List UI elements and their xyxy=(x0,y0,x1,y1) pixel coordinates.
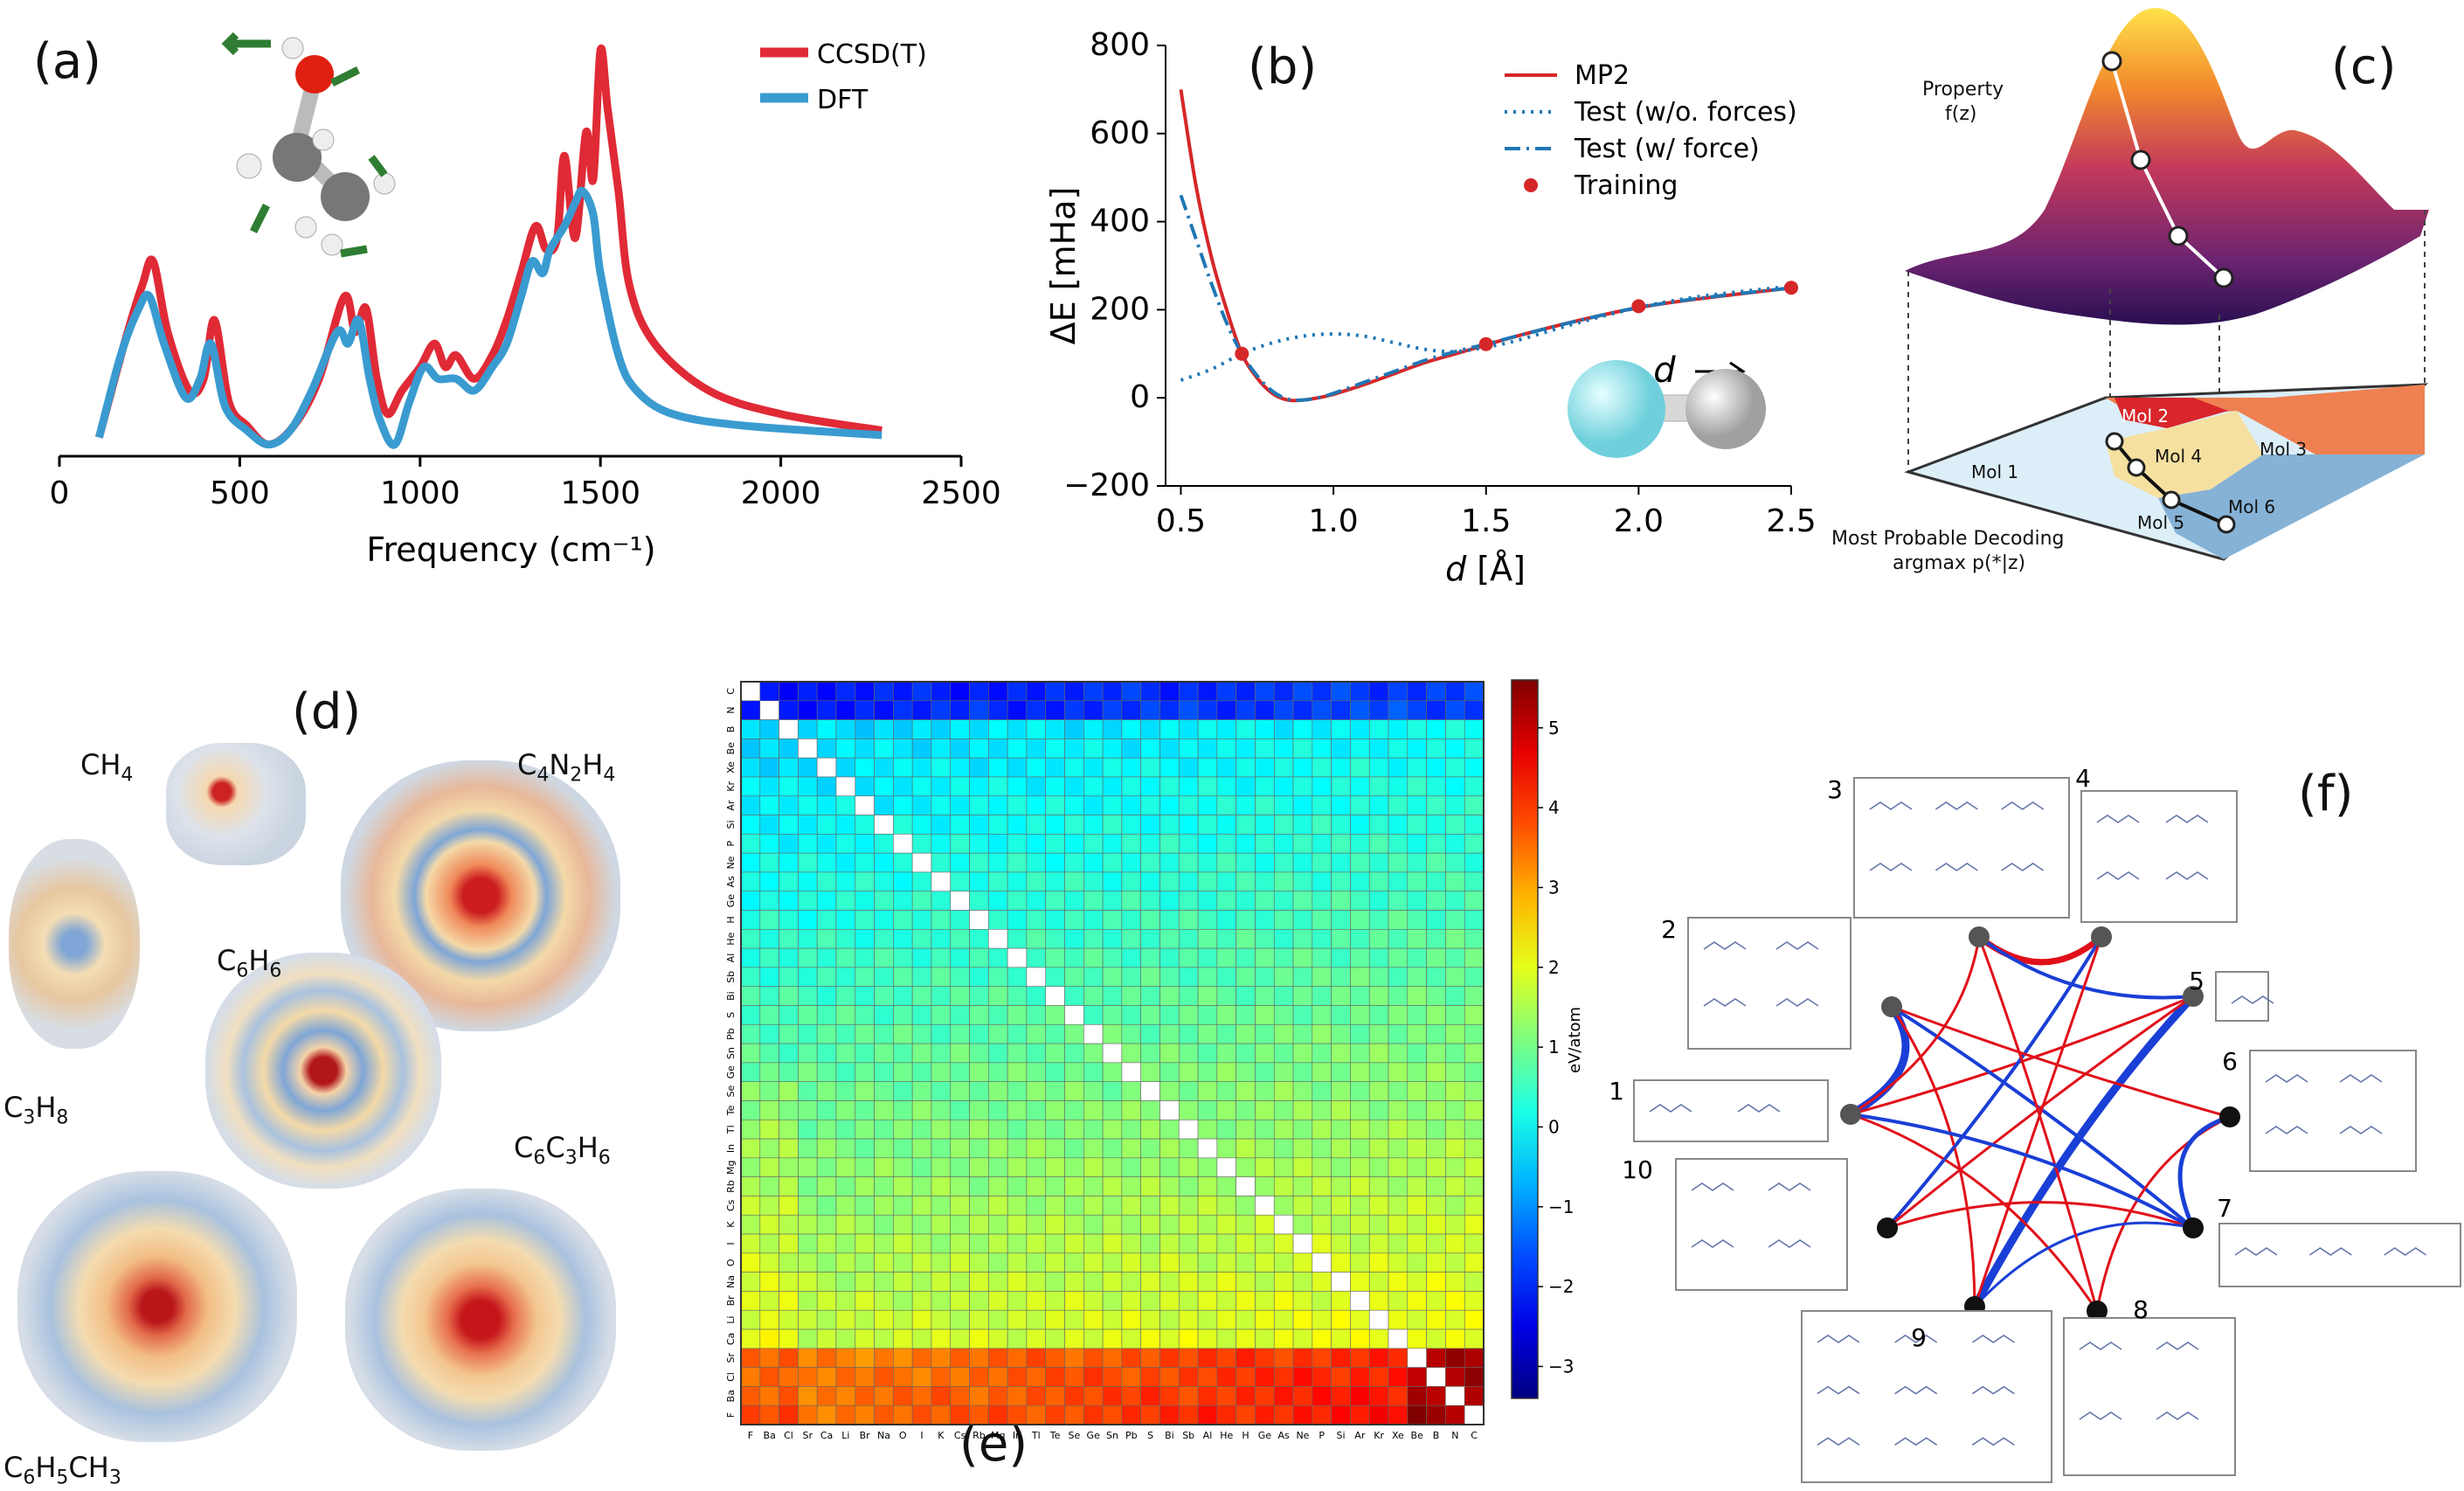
b-y-tick-label: 800 xyxy=(1090,27,1150,63)
f-edge xyxy=(1973,936,2103,1307)
f-cluster-box xyxy=(2063,1317,2236,1476)
f-cluster-number: 9 xyxy=(1911,1323,1927,1352)
region-mol-2: Mol 2 xyxy=(2121,406,2170,426)
property-label: Property xyxy=(1922,79,2004,101)
region-mol-3: Mol 3 xyxy=(2260,439,2308,460)
f-cluster-number: 2 xyxy=(1661,915,1677,944)
f-cluster-number: 7 xyxy=(2217,1194,2232,1223)
f-cluster-number: 1 xyxy=(1609,1077,1624,1106)
a-legend-label-1: DFT xyxy=(817,85,869,115)
b-legend-swatch-3 xyxy=(1524,178,1538,192)
b-legend-label-0: MP2 xyxy=(1575,60,1630,91)
b-training-point xyxy=(1478,336,1493,351)
b-x-tick-label: 2.5 xyxy=(1766,503,1816,539)
f-cluster-number: 6 xyxy=(2222,1047,2238,1076)
region-mol-1: Mol 1 xyxy=(1971,461,2019,482)
f-cluster-box xyxy=(1801,1310,2052,1483)
a-x-axis-label: Frequency (cm⁻¹) xyxy=(366,531,655,569)
b-training-point xyxy=(1235,346,1249,361)
formula-c6h5ch3: C6H5CH3 xyxy=(3,1451,121,1489)
f-cluster-box xyxy=(2249,1050,2417,1172)
a-series-1 xyxy=(95,186,882,449)
f-cluster-box xyxy=(1675,1158,1848,1291)
b-y-tick-label: 200 xyxy=(1090,291,1150,327)
b-x-tick-label: 2.0 xyxy=(1614,503,1664,539)
f-edge xyxy=(1891,1005,2231,1119)
f-node xyxy=(1840,1104,1861,1125)
f-node xyxy=(1969,926,1990,947)
b-y-tick-label: −200 xyxy=(1063,468,1150,503)
a-series-0 xyxy=(95,44,882,449)
b-y-tick-label: 0 xyxy=(1130,379,1150,415)
b-x-tick-label: 0.5 xyxy=(1156,503,1206,539)
a-x-tick-label: 0 xyxy=(50,475,70,511)
region-mol-5: Mol 5 xyxy=(2137,512,2185,533)
f-node xyxy=(2091,926,2112,947)
panel-label-d: (d) xyxy=(292,683,362,740)
dimer-illustration xyxy=(1568,360,1766,458)
f-node xyxy=(1881,996,1902,1017)
region-mol-6: Mol 6 xyxy=(2228,496,2276,517)
a-x-tick-label: 2500 xyxy=(921,475,1001,511)
f-node xyxy=(1877,1217,1898,1238)
b-y-axis-label: ΔE [mHa] xyxy=(1044,187,1083,345)
f-cluster-box xyxy=(1853,777,2070,919)
f-cluster-box xyxy=(2080,790,2238,923)
panel-label-a: (a) xyxy=(33,33,102,90)
b-x-tick-label: 1.5 xyxy=(1461,503,1511,539)
f-cluster-number: 8 xyxy=(2133,1295,2149,1324)
decoding-line-2: argmax p(*|z) xyxy=(1893,552,2026,574)
e-cells xyxy=(740,681,1485,1425)
region-mol-4: Mol 4 xyxy=(2155,446,2203,467)
esp-surface-c6h6 xyxy=(205,953,441,1189)
decoding-line-1: Most Probable Decoding xyxy=(1831,528,2065,550)
b-training-point xyxy=(1784,281,1798,295)
b-x-axis-label: d [Å] xyxy=(1445,550,1526,588)
a-x-tick-label: 500 xyxy=(210,475,270,511)
b-legend-label-1: Test (w/o. forces) xyxy=(1574,97,1797,128)
f-cluster-number: 5 xyxy=(2189,967,2204,995)
property-fz-label: f(z) xyxy=(1945,103,1977,125)
formula-c3h8: C3H8 xyxy=(3,1091,69,1129)
f-cluster-box xyxy=(1687,917,1851,1050)
ethanol-molecule-illustration xyxy=(221,31,396,258)
f-cluster-number: 3 xyxy=(1827,775,1843,804)
a-legend-label-0: CCSD(T) xyxy=(817,39,927,70)
f-edge xyxy=(1848,1004,1910,1118)
esp-surface-c3h8 xyxy=(9,839,140,1049)
panel-label-b: (b) xyxy=(1248,38,1318,95)
a-x-tick-label: 1500 xyxy=(560,475,640,511)
f-cluster-number: 10 xyxy=(1622,1155,1653,1184)
b-series-2 xyxy=(1179,194,1786,402)
b-training-point xyxy=(1631,299,1646,314)
formula-c6c3h6: C6C3H6 xyxy=(514,1131,611,1169)
latent-surface-illustration xyxy=(1904,8,2429,561)
esp-surface-ch4 xyxy=(166,743,306,865)
f-edge xyxy=(1850,936,1981,1116)
esp-surface-c6h5ch3 xyxy=(345,1189,616,1451)
b-y-tick-label: 600 xyxy=(1090,115,1150,151)
b-legend-label-2: Test (w/ force) xyxy=(1574,134,1760,164)
formula-c6h6: C6H6 xyxy=(217,944,282,982)
esp-surface-c6c3h6 xyxy=(17,1171,297,1442)
b-y-tick-label: 400 xyxy=(1090,204,1150,239)
f-node xyxy=(2183,1217,2204,1238)
a-x-tick-label: 2000 xyxy=(741,475,821,511)
f-node xyxy=(2219,1106,2240,1127)
f-cluster-box xyxy=(1633,1079,1829,1142)
formula-ch4: CH4 xyxy=(80,748,134,787)
b-x-tick-label: 1.0 xyxy=(1308,503,1358,539)
panel-label-f: (f) xyxy=(2298,766,2354,822)
formula-c4n2h4: C4N2H4 xyxy=(517,748,616,787)
a-x-tick-label: 1000 xyxy=(380,475,460,511)
f-cluster-number: 4 xyxy=(2075,764,2091,793)
b-legend-label-3: Training xyxy=(1574,170,1678,201)
panel-label-c: (c) xyxy=(2331,38,2397,95)
